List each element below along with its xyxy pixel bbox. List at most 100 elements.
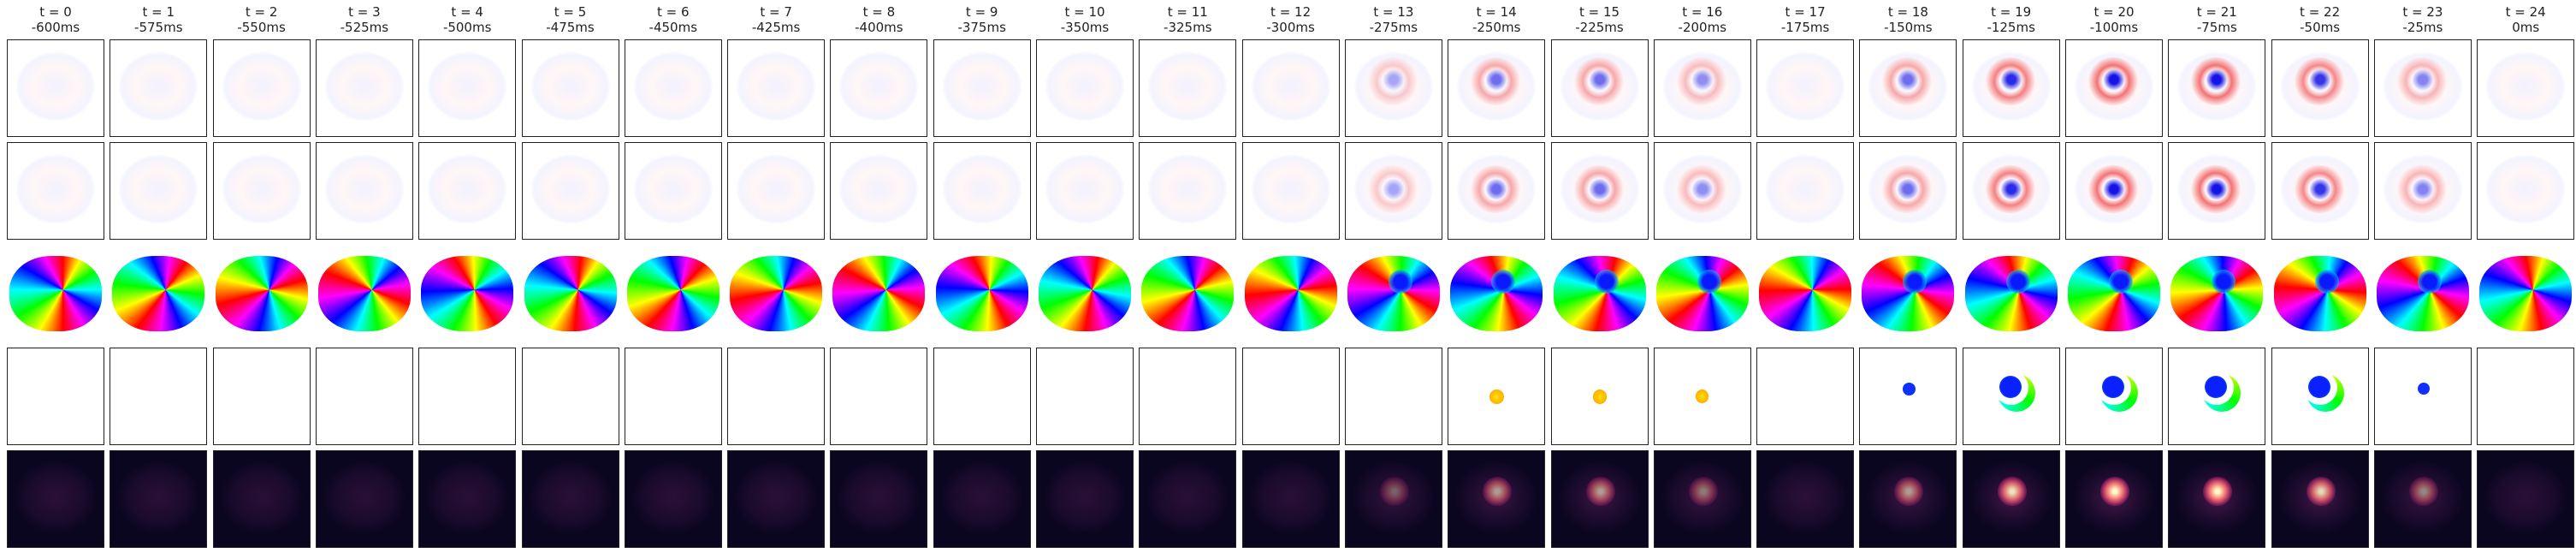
phase-map (2065, 245, 2163, 342)
phase-field (1655, 256, 1749, 331)
diverging-map (521, 142, 619, 240)
phase-map (1756, 245, 1855, 342)
core (2309, 69, 2330, 90)
column-time: -200ms (1678, 20, 1727, 35)
diverging-map (1448, 142, 1546, 240)
phase-core (1594, 270, 1619, 294)
column-label: t = 18 (1887, 4, 1928, 20)
diverging-map (1036, 142, 1134, 240)
magnitude-map (1550, 450, 1649, 548)
halo (1764, 461, 1847, 533)
phase-field (421, 256, 514, 331)
spot (2102, 376, 2124, 398)
threshold-map (1139, 348, 1237, 445)
spot (1999, 376, 2022, 398)
column-label: t = 14 (1476, 4, 1517, 20)
spot (1592, 389, 1608, 404)
diverging-map (1241, 142, 1340, 240)
glow (1585, 477, 1615, 506)
phase-map (418, 245, 517, 342)
threshold-map (1344, 348, 1442, 445)
threshold-map (1448, 348, 1546, 445)
core (1691, 69, 1713, 90)
column-time: -350ms (1060, 20, 1110, 35)
diverging-map (1859, 39, 1957, 137)
halo (117, 461, 200, 533)
column-time: 0ms (2512, 20, 2540, 35)
halo (1146, 461, 1229, 533)
magnitude-map (1859, 450, 1957, 548)
column-time: -150ms (1884, 20, 1933, 35)
phase-map (1448, 245, 1546, 342)
halo (735, 461, 818, 533)
ring (1674, 165, 1728, 213)
diverging-map (1756, 142, 1855, 240)
column-time: -400ms (855, 20, 903, 35)
swirl (2486, 155, 2566, 223)
column-label: t = 4 (451, 4, 483, 20)
magnitude-map (315, 450, 413, 548)
spot (1695, 389, 1709, 403)
threshold-map (1962, 348, 2060, 445)
phase-map (1241, 245, 1340, 342)
phase-map (521, 245, 619, 342)
diverging-map (2477, 39, 2575, 137)
phase-core (2005, 270, 2030, 294)
column-time: -600ms (31, 20, 80, 35)
phase-map (624, 245, 722, 342)
magnitude-map (2065, 450, 2163, 548)
diverging-map (2373, 142, 2472, 240)
glow (2408, 477, 2438, 506)
phase-field (1862, 256, 1955, 331)
diverging-map (1859, 142, 1957, 240)
column-time: -550ms (237, 20, 286, 35)
glow (1483, 477, 1513, 506)
diverging-map (2065, 39, 2163, 137)
magnitude-map (1756, 450, 1855, 548)
column-label: t = 6 (657, 4, 690, 20)
column-label: t = 8 (862, 4, 896, 20)
core (2104, 179, 2124, 199)
phase-field (1759, 256, 1852, 331)
halo (940, 461, 1023, 533)
swirl (428, 155, 507, 223)
magnitude-map (1448, 450, 1546, 548)
glow (1379, 477, 1409, 506)
phase-core (2417, 270, 2442, 294)
halo (426, 461, 509, 533)
ring (1365, 165, 1419, 213)
core (2000, 179, 2022, 199)
swirl (839, 52, 919, 121)
diverging-map (830, 39, 928, 137)
diverging-map (830, 142, 928, 240)
phase-core (1903, 270, 1928, 294)
halo (15, 461, 97, 533)
threshold-map (2065, 348, 2163, 445)
column-time: -25ms (2402, 20, 2443, 35)
halo (838, 461, 921, 533)
swirl (1766, 155, 1845, 223)
phase-field (1039, 256, 1131, 331)
core (1486, 179, 1507, 199)
halo (1661, 461, 1744, 533)
swirl (428, 52, 507, 121)
threshold-map (830, 348, 928, 445)
threshold-map (2477, 348, 2575, 445)
threshold-map (1756, 348, 1855, 445)
diverging-map (418, 142, 517, 240)
phase-field (2376, 256, 2469, 331)
column-label: t = 5 (554, 4, 587, 20)
phase-map (933, 245, 1031, 342)
column-time: -300ms (1266, 20, 1315, 35)
diverging-map (1962, 39, 2060, 137)
phase-map (2271, 245, 2369, 342)
halo (1044, 461, 1126, 533)
spot (2417, 383, 2430, 395)
magnitude-map (830, 450, 928, 548)
threshold-map (933, 348, 1031, 445)
swirl (324, 155, 404, 223)
phase-map (1036, 245, 1134, 342)
diverging-map (1550, 39, 1649, 137)
column-time: -100ms (2089, 20, 2139, 35)
phase-field (935, 256, 1028, 331)
